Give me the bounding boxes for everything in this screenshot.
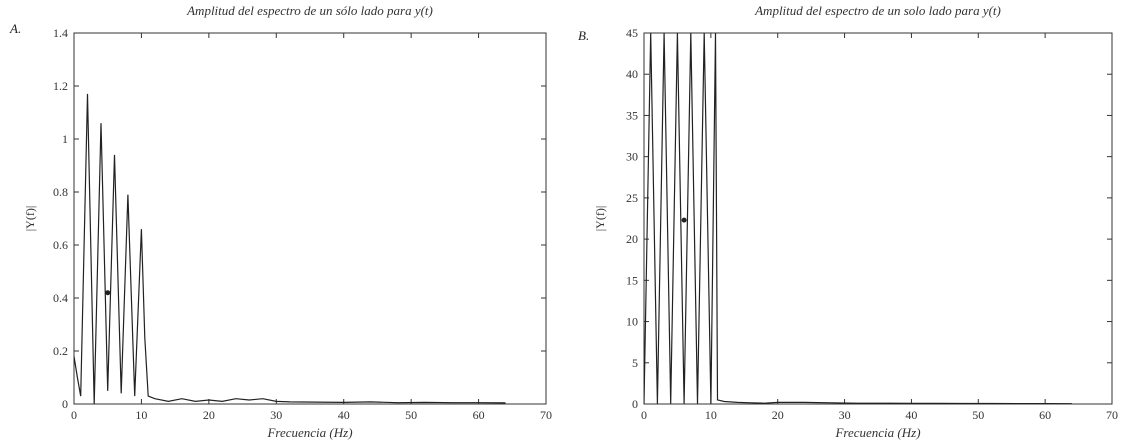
x-tick-label: 50 [972,408,984,422]
data-marker [105,290,111,296]
x-tick-label: 20 [203,408,215,422]
y-tick-label: 1.2 [53,79,68,93]
x-tick-label: 60 [473,408,485,422]
y-tick-label: 0 [632,397,638,411]
panel-label: A. [9,21,21,36]
y-tick-label: 25 [626,191,638,205]
x-tick-label: 30 [839,408,851,422]
x-tick-label: 0 [641,408,647,422]
y-tick-label: 35 [626,108,638,122]
plot-area-frame [73,32,547,405]
y-tick-label: 0.6 [53,238,68,252]
chart-title: Amplitud del espectro de un sólo lado pa… [186,3,433,18]
panel-label: B. [578,28,589,43]
y-tick-label: 10 [626,315,638,329]
plot-area-frame [643,32,1113,405]
x-axis-label: Frecuencia (Hz) [834,425,920,440]
y-axis-label: |Y(f)| [23,206,37,231]
x-axis-label: Frecuencia (Hz) [266,425,352,440]
x-tick-label: 40 [905,408,917,422]
y-tick-label: 30 [626,150,638,164]
y-tick-label: 45 [626,26,638,40]
y-tick-label: 1.4 [53,26,68,40]
y-tick-label: 0.4 [53,291,68,305]
x-tick-label: 10 [705,408,717,422]
x-tick-label: 20 [772,408,784,422]
y-tick-label: 5 [632,356,638,370]
y-tick-label: 0.8 [53,185,68,199]
x-tick-label: 40 [338,408,350,422]
x-tick-label: 10 [135,408,147,422]
data-marker [681,217,687,223]
chart-panel-b: B. Amplitud del espectro de un solo lado … [578,3,1118,440]
y-tick-label: 15 [626,273,638,287]
y-tick-label: 0 [62,397,68,411]
x-tick-label: 60 [1039,408,1051,422]
x-tick-label: 0 [71,408,77,422]
y-tick-label: 40 [626,67,638,81]
chart-panel-a: A. Amplitud del espectro de un sólo lado … [9,3,552,440]
chart-title: Amplitud del espectro de un solo lado pa… [754,3,1001,18]
series-line [644,33,1072,404]
x-tick-label: 50 [405,408,417,422]
x-tick-label: 70 [540,408,552,422]
y-axis-label: |Y(f)| [593,206,607,231]
x-tick-label: 30 [270,408,282,422]
y-tick-label: 20 [626,232,638,246]
x-tick-label: 70 [1106,408,1118,422]
series-line [74,93,506,404]
y-tick-label: 0.2 [53,344,68,358]
y-tick-label: 1 [62,132,68,146]
